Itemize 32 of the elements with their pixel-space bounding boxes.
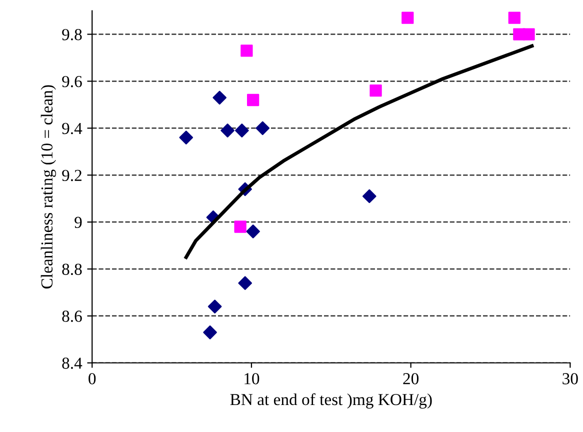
point (246, 224, 260, 238)
x-tick-label: 30 (562, 373, 578, 384)
point (256, 121, 270, 136)
point (220, 124, 234, 138)
point (179, 130, 194, 144)
point (362, 189, 376, 204)
point (246, 94, 260, 106)
point (370, 84, 382, 97)
point (240, 44, 253, 57)
y-tick-label: 8.8 (62, 264, 82, 276)
point (212, 90, 227, 105)
point (522, 28, 535, 40)
y-tick-label: 9.6 (62, 76, 82, 88)
y-axis-title: Cleanliness rating (10 = clean) (40, 85, 56, 289)
y-tick-label: 9.4 (62, 122, 82, 134)
line-series (184, 44, 534, 259)
x-axis-title: BN at end of test )mg KOH/g) (230, 393, 432, 409)
x-tick-label: 20 (403, 373, 419, 384)
x-tick-label: 10 (244, 373, 260, 384)
y-tick-label: 9 (74, 216, 82, 228)
point (402, 12, 414, 24)
point (235, 124, 249, 138)
y-tick-label: 8.6 (62, 310, 82, 322)
y-tick-label: 9.8 (62, 28, 82, 40)
y-tick-label: 8.4 (62, 358, 82, 369)
point (208, 300, 222, 314)
point (238, 276, 252, 290)
point (203, 325, 217, 340)
point (234, 220, 246, 233)
point (508, 12, 520, 24)
y-tick-label: 9.2 (62, 170, 82, 182)
x-tick-label: 0 (88, 373, 96, 384)
